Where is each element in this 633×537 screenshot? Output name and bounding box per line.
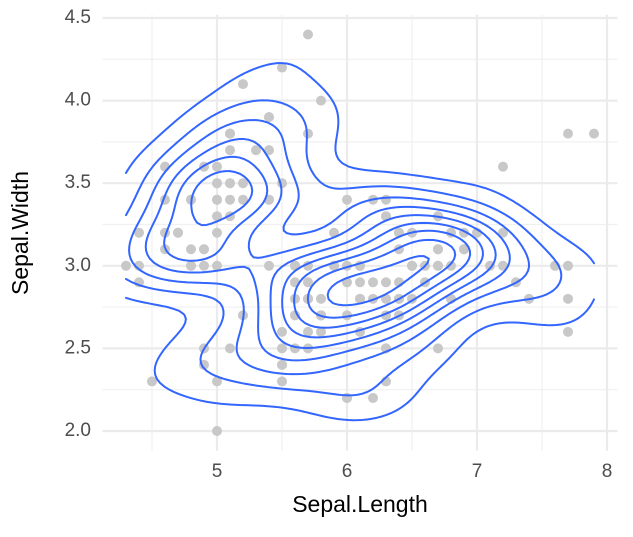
point xyxy=(212,260,222,271)
density-contour xyxy=(128,118,530,376)
point xyxy=(459,244,469,255)
point xyxy=(368,277,378,288)
point xyxy=(433,244,443,255)
point xyxy=(303,277,313,288)
point xyxy=(563,128,573,139)
point xyxy=(264,260,274,271)
point xyxy=(381,194,391,205)
point xyxy=(563,293,573,304)
point xyxy=(498,227,508,238)
y-tick-label: 2.5 xyxy=(65,337,91,358)
point xyxy=(316,326,326,337)
y-tick-label: 4.0 xyxy=(65,90,91,111)
point xyxy=(212,376,222,387)
point xyxy=(303,326,313,337)
y-axis-title: Sepal.Width xyxy=(7,171,33,295)
density-contour xyxy=(125,99,563,397)
point xyxy=(355,293,365,304)
point xyxy=(303,128,313,139)
density-contour xyxy=(163,155,497,349)
point xyxy=(225,343,235,354)
y-tick-label: 2.0 xyxy=(65,420,91,441)
point xyxy=(212,425,222,436)
point xyxy=(498,161,508,172)
point xyxy=(186,244,196,255)
point xyxy=(212,227,222,238)
point xyxy=(563,260,573,271)
point xyxy=(251,145,261,156)
y-tick-label: 3.5 xyxy=(65,172,91,193)
point xyxy=(446,260,456,271)
density-contour xyxy=(190,170,484,339)
x-tick-label: 7 xyxy=(472,461,483,482)
point xyxy=(277,343,287,354)
point xyxy=(407,260,417,271)
point xyxy=(225,178,235,189)
point xyxy=(264,112,274,123)
point xyxy=(433,343,443,354)
density-contour xyxy=(293,229,472,329)
y-tick-label: 4.5 xyxy=(65,7,91,28)
density-contour xyxy=(144,138,511,362)
point xyxy=(212,161,222,172)
density-contour xyxy=(306,238,457,319)
point xyxy=(238,178,248,189)
point xyxy=(277,359,287,370)
point xyxy=(381,277,391,288)
point xyxy=(212,178,222,189)
point xyxy=(199,244,209,255)
x-tick-label: 8 xyxy=(602,461,613,482)
point xyxy=(303,29,313,40)
point xyxy=(238,194,248,205)
point xyxy=(225,145,235,156)
point xyxy=(368,392,378,403)
point xyxy=(225,194,235,205)
point xyxy=(355,277,365,288)
point xyxy=(342,194,352,205)
point xyxy=(277,326,287,337)
point xyxy=(186,260,196,271)
point xyxy=(134,227,144,238)
point xyxy=(212,211,222,222)
point xyxy=(147,376,157,387)
point xyxy=(316,293,326,304)
point xyxy=(212,194,222,205)
density-contour xyxy=(326,255,430,307)
y-tick-label: 3.0 xyxy=(65,255,91,276)
point xyxy=(225,128,235,139)
point xyxy=(277,376,287,387)
point xyxy=(433,260,443,271)
point xyxy=(316,95,326,106)
point xyxy=(563,326,573,337)
point xyxy=(589,128,599,139)
point xyxy=(199,260,209,271)
x-tick-label: 5 xyxy=(212,461,223,482)
point xyxy=(173,227,183,238)
density-contour xyxy=(125,62,595,422)
point xyxy=(121,260,131,271)
x-axis-title: Sepal.Length xyxy=(292,491,428,517)
point xyxy=(238,79,248,90)
point xyxy=(277,62,287,73)
point xyxy=(264,145,274,156)
x-tick-label: 6 xyxy=(342,461,353,482)
